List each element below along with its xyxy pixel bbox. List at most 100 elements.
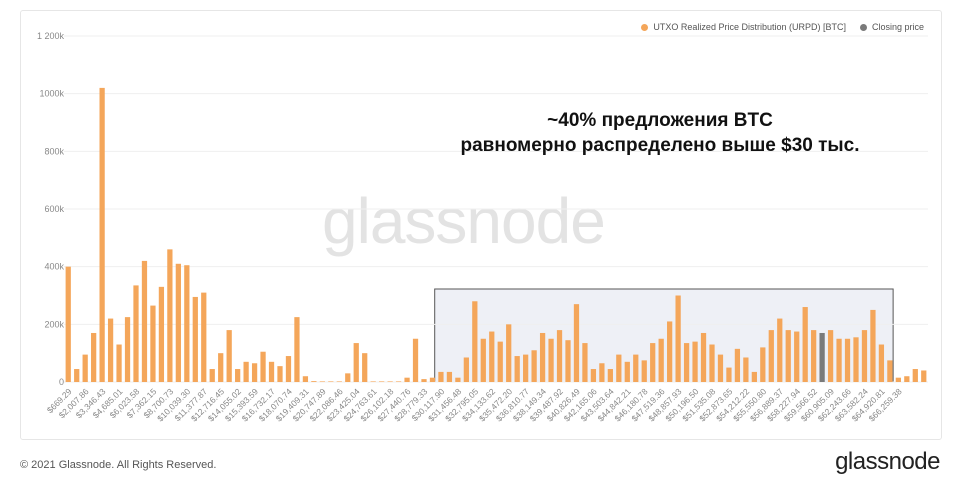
bar [268, 361, 275, 382]
y-axis: 0 200k 400k 600k 800k 1000k 1 200k [37, 31, 65, 387]
bar [514, 356, 520, 382]
legend: UTXO Realized Price Distribution (URPD) … [641, 22, 924, 32]
bar [370, 381, 376, 382]
bar [683, 343, 690, 382]
bar [319, 381, 325, 382]
bar [743, 357, 749, 382]
bar [294, 317, 300, 382]
bar [463, 357, 469, 382]
bar [895, 377, 901, 382]
legend-item-urpd[interactable]: UTXO Realized Price Distribution (URPD) … [641, 22, 846, 32]
bar [277, 366, 283, 382]
bar [904, 376, 910, 382]
bar [446, 371, 453, 382]
copyright: © 2021 Glassnode. All Rights Reserved. [20, 459, 217, 471]
annotation-line-2: равномерно распределено выше $30 тыс. [460, 135, 860, 156]
bar [641, 360, 647, 382]
bar [328, 381, 334, 382]
bar [548, 338, 554, 382]
bar [353, 343, 359, 382]
legend-item-closing[interactable]: Closing price [859, 22, 924, 32]
bar [74, 369, 80, 382]
bar [99, 87, 105, 383]
legend-label-urpd: UTXO Realized Price Distribution (URPD) … [653, 22, 846, 32]
bar [192, 296, 198, 382]
closing-dot-icon [859, 23, 867, 31]
bar [616, 354, 622, 382]
bar [861, 330, 868, 382]
annotation: ~40% предложения BTC равномерно распреде… [430, 108, 890, 158]
y-tick-label: 400k [44, 262, 64, 272]
bar [226, 330, 232, 382]
bar [760, 347, 766, 382]
bar [218, 353, 224, 382]
bar [243, 361, 249, 382]
bar [700, 332, 707, 382]
legend-label-closing: Closing price [871, 22, 924, 32]
bar [523, 354, 529, 382]
bar [480, 338, 486, 382]
bar [658, 338, 664, 382]
bar [607, 369, 613, 382]
bar [285, 356, 292, 382]
bar [590, 369, 597, 382]
y-tick-label: 600k [44, 204, 64, 214]
bar [599, 363, 605, 382]
bar [260, 351, 266, 382]
bar [91, 332, 97, 382]
bar [336, 381, 342, 382]
bar [141, 260, 148, 382]
bar [650, 343, 656, 382]
urpd-dot-icon [641, 23, 649, 31]
bar [878, 344, 885, 382]
bar [472, 301, 478, 382]
bar [811, 330, 817, 382]
bar [362, 353, 368, 382]
bar [489, 331, 495, 382]
bar [726, 367, 732, 382]
bar [150, 305, 156, 382]
footer-logo: glassnode [835, 448, 940, 475]
y-tick-label: 800k [44, 146, 64, 156]
y-tick-label: 1000k [39, 89, 64, 99]
bar [175, 263, 181, 382]
bar [345, 373, 351, 382]
bar [785, 330, 791, 382]
bar [624, 361, 630, 382]
bar [251, 363, 258, 382]
bar [582, 343, 588, 382]
bar [709, 344, 715, 382]
closing-price-bar [819, 332, 825, 382]
bar [768, 330, 774, 382]
bar [853, 337, 859, 382]
bar [124, 317, 131, 382]
bar [184, 265, 190, 382]
bar [794, 331, 800, 382]
bar [506, 324, 512, 382]
bar [675, 295, 681, 382]
bar [116, 344, 122, 382]
bar [438, 371, 444, 382]
bar [82, 354, 88, 382]
annotation-line-1: ~40% предложения BTC [547, 110, 773, 131]
bar [412, 338, 419, 382]
bar [870, 309, 876, 382]
bar [311, 381, 317, 382]
bar [387, 381, 393, 382]
bar [201, 292, 207, 382]
bar [497, 341, 503, 382]
bar [667, 321, 673, 382]
bar [565, 340, 571, 382]
bar [887, 360, 893, 382]
bar [836, 338, 842, 382]
bar [133, 285, 139, 382]
bar [751, 371, 757, 382]
bar [158, 286, 165, 382]
bar [379, 381, 385, 382]
bar [921, 370, 927, 382]
bar [429, 377, 436, 382]
bar [717, 354, 724, 382]
bar [455, 377, 461, 382]
bar [692, 341, 698, 382]
